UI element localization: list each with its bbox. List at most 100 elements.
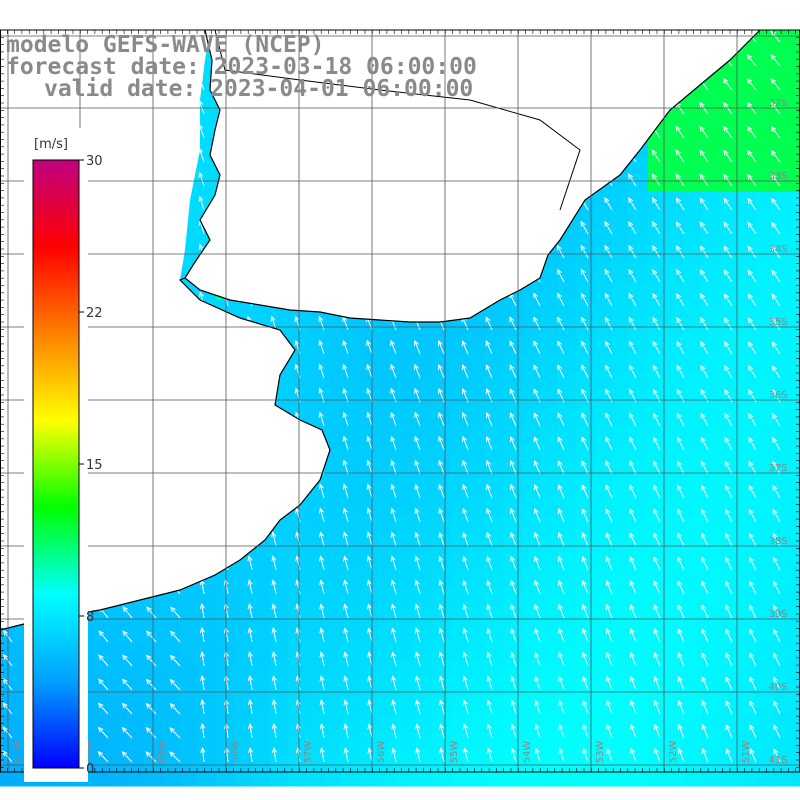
field-cell: [648, 624, 667, 643]
field-cell: [234, 660, 253, 679]
field-cell: [684, 390, 703, 409]
field-cell: [792, 246, 800, 265]
field-cell: [396, 354, 415, 373]
wind-arrow: [462, 723, 469, 739]
field-cell: [720, 246, 739, 265]
field-cell: [666, 624, 685, 643]
field-cell: [342, 606, 361, 625]
wind-arrow: [533, 412, 541, 427]
wind-arrow: [748, 508, 757, 523]
field-cell: [594, 390, 613, 409]
field-cell: [684, 552, 703, 571]
wind-arrow: [748, 484, 757, 499]
field-cell: [180, 678, 199, 697]
field-cell: [504, 660, 523, 679]
field-cell: [648, 192, 667, 211]
field-cell: [666, 336, 685, 355]
field-cell: [450, 462, 469, 481]
field-cell: [702, 102, 721, 121]
wind-arrow: [343, 579, 349, 595]
field-cell: [576, 534, 595, 553]
field-cell: [324, 516, 343, 535]
wind-arrow: [533, 460, 541, 475]
field-cell: [486, 750, 505, 769]
field-cell: [180, 588, 199, 607]
field-cell: [324, 678, 343, 697]
field-cell: [702, 390, 721, 409]
wind-arrow: [676, 340, 685, 355]
wind-arrow: [342, 459, 349, 475]
wind-arrow: [701, 556, 709, 571]
field-cell: [540, 732, 559, 751]
field-cell: [450, 480, 469, 499]
wind-arrow: [319, 579, 325, 595]
field-cell: [576, 624, 595, 643]
lon-label: 60W: [84, 741, 95, 764]
field-cell: [648, 300, 667, 319]
field-cell: [648, 750, 667, 769]
wind-arrow: [391, 747, 397, 763]
field-cell: [306, 552, 325, 571]
wind-arrow: [510, 651, 517, 667]
field-cell: [648, 264, 667, 283]
field-cell: [378, 534, 397, 553]
wind-arrow: [628, 220, 637, 235]
wind-arrow: [653, 675, 661, 691]
field-cell: [756, 192, 775, 211]
field-cell: [234, 696, 253, 715]
field-cell: [306, 606, 325, 625]
wind-arrow: [723, 245, 733, 259]
field-cell: [684, 570, 703, 589]
field-cell: [414, 570, 433, 589]
lat-label: 35S: [768, 317, 787, 328]
lat-label: 37S: [768, 463, 787, 474]
field-cell: [738, 732, 757, 751]
wind-arrow: [146, 630, 157, 643]
field-cell: [432, 570, 451, 589]
field-cell: [324, 696, 343, 715]
field-cell: [756, 642, 775, 661]
field-cell: [522, 552, 541, 571]
field-cell: [468, 552, 487, 571]
field-cell: [720, 768, 739, 787]
wind-arrow: [771, 341, 781, 355]
wind-arrow: [557, 340, 565, 355]
field-cell: [540, 750, 559, 769]
field-cell: [414, 714, 433, 733]
field-cell: [630, 498, 649, 517]
field-cell: [522, 732, 541, 751]
field-cell: [486, 606, 505, 625]
wind-arrow: [414, 555, 421, 571]
wind-arrow: [582, 675, 589, 691]
field-cell: [630, 300, 649, 319]
field-cell: [180, 606, 199, 625]
title-model: modelo GEFS-WAVE (NCEP): [6, 32, 325, 58]
field-cell: [648, 696, 667, 715]
field-cell: [324, 750, 343, 769]
wind-arrow: [725, 628, 733, 643]
field-cell: [774, 732, 793, 751]
field-cell: [702, 120, 721, 139]
field-cell: [756, 534, 775, 553]
field-cell: [126, 714, 145, 733]
field-cell: [648, 660, 667, 679]
coast-line-south: [0, 277, 331, 631]
wind-arrow: [701, 604, 709, 619]
field-cell: [648, 444, 667, 463]
field-cell: [666, 750, 685, 769]
field-cell: [252, 696, 271, 715]
field-cell: [0, 660, 19, 679]
field-cell: [288, 534, 307, 553]
wind-arrow: [629, 675, 637, 691]
wind-arrow: [438, 651, 445, 667]
field-cell: [684, 534, 703, 553]
wind-arrow: [462, 699, 469, 715]
field-cell: [666, 732, 685, 751]
field-cell: [684, 102, 703, 121]
field-cell: [630, 282, 649, 301]
field-cell: [162, 732, 181, 751]
field-cell: [792, 516, 800, 535]
wind-arrow: [319, 747, 325, 763]
field-cell: [234, 642, 253, 661]
field-cell: [630, 408, 649, 427]
